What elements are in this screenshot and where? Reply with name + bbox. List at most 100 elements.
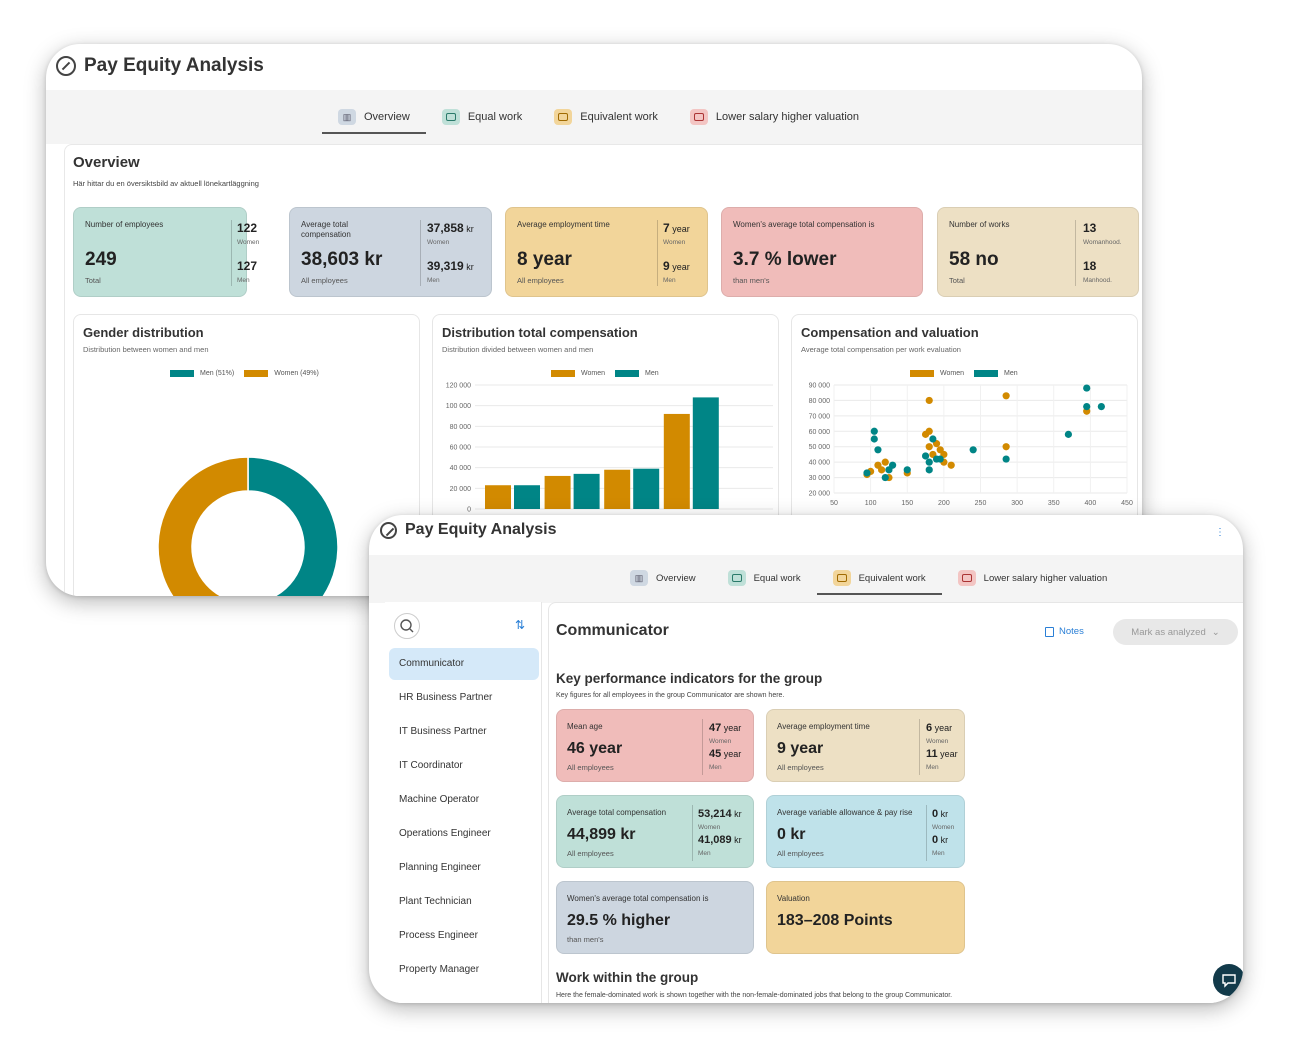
- legend-swatch-women: [244, 370, 269, 377]
- tab-label: Equivalent work: [858, 572, 926, 584]
- sidebar-item-hr-business-partner[interactable]: HR Business Partner: [399, 692, 493, 703]
- kpi-women-value: 53,214 kr: [698, 808, 742, 820]
- point-men: [870, 435, 878, 443]
- divider: [692, 805, 693, 861]
- point-women: [1002, 443, 1010, 451]
- kpi-label: Number of works: [949, 220, 1010, 229]
- tab-equivalent-work[interactable]: Equivalent work: [816, 561, 942, 595]
- x-tick-label: 250: [975, 500, 987, 507]
- briefcase-icon: [441, 109, 460, 125]
- bar-men: [692, 397, 719, 509]
- kpi-value: 9 year: [777, 740, 824, 757]
- tab-equal-work[interactable]: Equal work: [712, 561, 817, 595]
- chart-title: Gender distribution: [83, 325, 204, 340]
- tab-label: Lower salary higher valuation: [715, 111, 860, 123]
- kpi-label: Valuation: [777, 894, 810, 903]
- kpi-men-value: 39,319 kr: [427, 259, 474, 273]
- sidebar-item-communicator[interactable]: Communicator: [389, 648, 539, 680]
- bar-women: [544, 475, 571, 509]
- point-women: [881, 458, 889, 466]
- x-tick-label: 350: [1048, 500, 1060, 507]
- briefcase-icon: [689, 109, 708, 125]
- point-women: [947, 461, 955, 469]
- legend-label-women: Women: [581, 370, 605, 377]
- kpi-value: 29.5 % higher: [567, 912, 671, 929]
- sort-icon[interactable]: ⇅: [515, 618, 526, 632]
- legend-label-women: Women (49%): [274, 370, 319, 377]
- legend-swatch-men: [974, 370, 998, 377]
- gender-panel: Gender distribution Distribution between…: [73, 314, 420, 596]
- x-tick-label: 450: [1121, 500, 1133, 507]
- kpi-men-label: Manhood.: [1083, 277, 1112, 284]
- scatter-chart: 20 000 30 000 40 000 50 000 60 000 70 000 80 0…: [809, 383, 1133, 508]
- legend-label-men: Men: [1004, 370, 1018, 377]
- point-men: [1083, 403, 1091, 411]
- kpi-sub: than men's: [733, 276, 770, 285]
- kpi-card-total-compensation: Average total compensation 44,899 kr All…: [556, 795, 754, 868]
- point-women: [1002, 392, 1010, 400]
- kpi-card-gap: Women's average total compensation is 29…: [556, 881, 754, 954]
- kpi-women-value: 0 kr: [932, 808, 949, 820]
- kpi-card-works: Number of works 58 no Total 13 Womanhood…: [937, 207, 1139, 297]
- tab-overview[interactable]: ▥ Overview: [322, 100, 426, 134]
- legend-swatch-men: [170, 370, 194, 377]
- point-men: [903, 466, 911, 474]
- kpi-label: Mean age: [567, 722, 603, 731]
- app-title: Pay Equity Analysis: [405, 521, 557, 538]
- legend-swatch-women: [910, 370, 934, 377]
- divider: [919, 719, 920, 775]
- notes-button[interactable]: Notes: [1045, 626, 1084, 637]
- point-men: [1064, 430, 1072, 438]
- sidebar-item-it-coordinator[interactable]: IT Coordinator: [399, 760, 463, 771]
- chart-title: Distribution total compensation: [442, 325, 638, 340]
- legend-label-women: Women: [940, 370, 964, 377]
- sidebar-item-plant-technician[interactable]: Plant Technician: [399, 896, 472, 907]
- sidebar-item-property-manager[interactable]: Property Manager: [399, 964, 480, 975]
- chevron-down-icon: ⌄: [1211, 626, 1220, 638]
- search-icon: [400, 619, 414, 633]
- y-tick-label: 100 000: [446, 403, 471, 410]
- work-section-title: Work within the group: [556, 970, 699, 985]
- chart-subtitle: Distribution divided between women and m…: [442, 345, 594, 354]
- tab-label: Equal work: [467, 111, 523, 123]
- point-men: [925, 458, 933, 466]
- app-title-bar: Pay Equity Analysis: [380, 521, 556, 539]
- more-menu-icon[interactable]: ⋮: [1215, 527, 1225, 538]
- kpi-women-value: 13: [1083, 221, 1097, 235]
- divider: [657, 220, 658, 286]
- kpi-value: 38,603 kr: [301, 249, 383, 270]
- kpi-women-label: Women: [709, 738, 732, 745]
- kpi-sub: than men's: [567, 935, 604, 944]
- sidebar-item-planning-engineer[interactable]: Planning Engineer: [399, 862, 481, 873]
- chat-bubble-icon: [1222, 974, 1236, 988]
- mark-analyzed-button[interactable]: Mark as analyzed ⌄: [1113, 619, 1238, 645]
- kpi-label: Average variable allowance & pay rise: [777, 808, 913, 817]
- sidebar-item-operations-engineer[interactable]: Operations Engineer: [399, 828, 491, 839]
- tab-label: Equal work: [753, 572, 801, 584]
- bar-chart: 0 20 000 40 000 60 000 80 000 100 000 120 000: [446, 383, 773, 514]
- y-tick-label: 30 000: [809, 475, 831, 482]
- kpi-value: 183–208 Points: [777, 912, 893, 929]
- tab-lower-salary[interactable]: Lower salary higher valuation: [942, 561, 1124, 595]
- point-men: [1083, 384, 1091, 392]
- kpi-men-label: Men: [237, 277, 250, 284]
- search-button[interactable]: [394, 613, 420, 639]
- kpi-men-value: 127: [237, 259, 258, 273]
- kpi-men-value: 11 year: [926, 748, 958, 760]
- chat-button[interactable]: [1213, 964, 1243, 996]
- group-title: Communicator: [556, 622, 669, 639]
- y-tick-label: 70 000: [809, 413, 831, 420]
- sidebar-item-it-business-partner[interactable]: IT Business Partner: [399, 726, 487, 737]
- bar-chart-icon: ▥: [630, 570, 648, 586]
- kpi-men-value: 41,089 kr: [698, 834, 742, 846]
- notes-label: Notes: [1059, 626, 1084, 637]
- kpi-women-label: Women: [237, 239, 260, 246]
- tab-lower-salary[interactable]: Lower salary higher valuation: [674, 100, 875, 134]
- tab-overview[interactable]: ▥ Overview: [614, 561, 712, 595]
- tab-equivalent-work[interactable]: Equivalent work: [538, 100, 674, 134]
- tab-equal-work[interactable]: Equal work: [426, 100, 538, 134]
- kpi-card-mean-age: Mean age 46 year All employees 47 year W…: [556, 709, 754, 782]
- sidebar-item-machine-operator[interactable]: Machine Operator: [399, 794, 480, 805]
- sidebar-item-process-engineer[interactable]: Process Engineer: [399, 930, 478, 941]
- chart-legend: Women Men: [551, 370, 659, 377]
